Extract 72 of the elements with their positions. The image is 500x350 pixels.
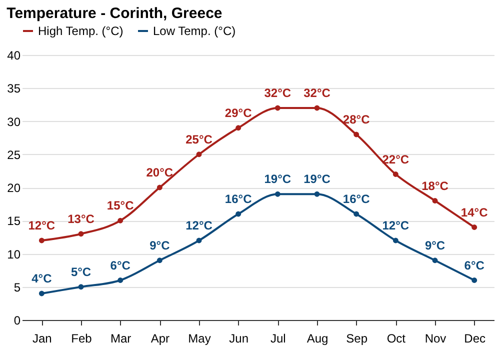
- data-label: 20°C: [146, 166, 174, 180]
- point: [432, 198, 438, 204]
- data-label: 29°C: [224, 106, 252, 120]
- point: [236, 125, 242, 131]
- point: [38, 290, 44, 296]
- y-tick-label: 0: [14, 314, 21, 328]
- data-label: 18°C: [422, 178, 449, 193]
- data-label: 12°C: [382, 218, 410, 232]
- data-label: 32°C: [304, 86, 331, 100]
- point: [78, 231, 84, 237]
- point: [354, 211, 360, 217]
- x-tick-label: Jul: [270, 332, 286, 346]
- data-label: 4°C: [32, 272, 52, 286]
- point: [472, 224, 478, 230]
- x-tick-label: Oct: [386, 332, 406, 346]
- x-tick-label: Dec: [464, 332, 486, 346]
- legend-label: High Temp. (°C): [38, 24, 124, 38]
- y-tick-label: 5: [14, 280, 21, 294]
- point: [392, 172, 398, 177]
- point: [354, 132, 360, 138]
- point: [196, 152, 202, 158]
- y-tick-label: 30: [7, 114, 21, 129]
- data-label: 5°C: [70, 264, 92, 279]
- data-label: 6°C: [110, 258, 131, 272]
- y-tick-label: 20: [7, 181, 21, 195]
- point: [472, 278, 478, 283]
- data-label: 12°C: [28, 218, 56, 232]
- y-tick-label: 35: [7, 82, 21, 96]
- data-label: 12°C: [186, 218, 213, 232]
- point: [156, 184, 162, 190]
- point: [274, 105, 280, 111]
- x-tick-label: Aug: [306, 332, 328, 346]
- y-tick-label: 10: [7, 247, 21, 262]
- data-label: 19°C: [264, 172, 292, 186]
- legend-label: Low Temp. (°C): [153, 24, 236, 38]
- x-tick-label: May: [188, 332, 211, 346]
- data-label: 25°C: [186, 132, 213, 146]
- x-tick-label: Mar: [110, 332, 132, 346]
- data-label: 16°C: [224, 192, 252, 206]
- x-tick-label: Sep: [346, 332, 368, 346]
- data-label: 14°C: [460, 205, 488, 220]
- chart-title: Temperature - Corinth, Greece: [6, 5, 222, 22]
- data-label: 28°C: [342, 112, 370, 126]
- data-label: 9°C: [150, 238, 170, 252]
- point: [38, 238, 44, 244]
- x-tick-label: Feb: [71, 332, 92, 346]
- point: [274, 191, 280, 197]
- x-tick-label: Jun: [229, 332, 249, 346]
- point: [314, 191, 320, 197]
- data-label: 6°C: [464, 258, 485, 272]
- data-label: 19°C: [304, 172, 331, 186]
- point: [156, 258, 162, 264]
- point: [118, 218, 124, 224]
- data-label: 16°C: [342, 192, 370, 206]
- x-tick-label: Nov: [424, 332, 446, 346]
- x-tick-label: Jan: [32, 332, 52, 346]
- data-label: 13°C: [68, 212, 95, 226]
- data-label: 9°C: [424, 238, 446, 252]
- point: [118, 278, 124, 283]
- point: [196, 238, 202, 244]
- point: [236, 211, 242, 217]
- data-label: 15°C: [106, 198, 134, 213]
- point: [78, 284, 84, 290]
- x-tick-label: Apr: [150, 332, 170, 346]
- y-tick-label: 15: [7, 214, 21, 228]
- point: [314, 105, 320, 111]
- y-tick-label: 40: [7, 48, 21, 62]
- point: [432, 258, 438, 264]
- data-label: 22°C: [382, 152, 410, 166]
- data-label: 32°C: [264, 86, 292, 100]
- point: [392, 238, 398, 244]
- y-tick-label: 25: [7, 148, 21, 162]
